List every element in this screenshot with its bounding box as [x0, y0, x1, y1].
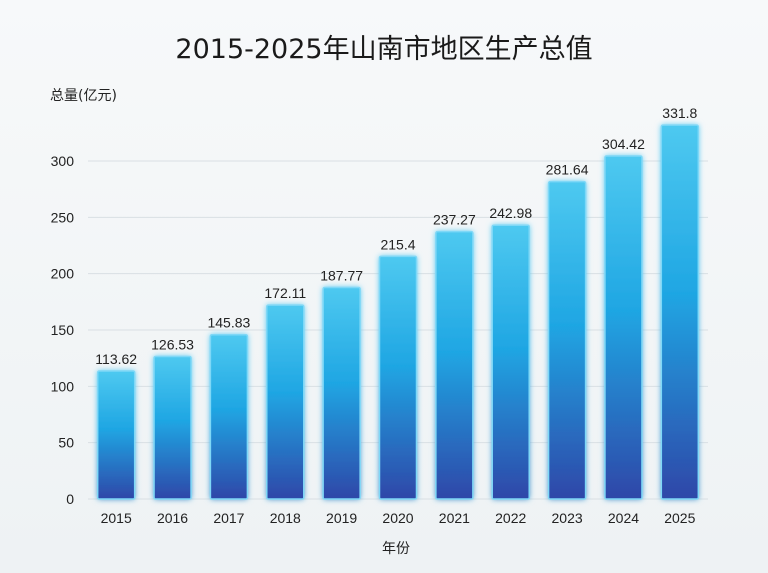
bar-2023 — [547, 180, 587, 500]
x-axis-title: 年份 — [382, 541, 410, 557]
data-label: 145.83 — [207, 315, 250, 331]
data-label: 237.27 — [433, 212, 476, 228]
bar-2025 — [660, 124, 700, 500]
data-label: 281.64 — [546, 162, 589, 178]
y-tick-label: 0 — [66, 491, 74, 507]
y-axis-title: 总量(亿元) — [50, 88, 117, 104]
x-tick-label: 2022 — [495, 510, 526, 526]
data-labels: 113.62 126.53 145.83 172.11 187.77 215.4 237.2… — [95, 105, 697, 367]
x-tick-label: 2018 — [270, 510, 301, 526]
bar-2016 — [153, 355, 192, 500]
y-tick-label: 100 — [51, 378, 75, 394]
data-label: 172.11 — [264, 285, 306, 301]
x-tick-label: 2016 — [157, 510, 188, 526]
bar-2020 — [378, 255, 418, 500]
bars — [96, 124, 700, 500]
bar-2022 — [491, 224, 530, 500]
x-tick-label: 2015 — [101, 510, 132, 526]
y-tick-label: 50 — [58, 435, 74, 451]
bar-2021 — [435, 230, 474, 500]
data-label: 215.4 — [380, 236, 415, 252]
data-label: 126.53 — [151, 336, 194, 352]
x-tick-label: 2019 — [326, 510, 357, 526]
y-tick-label: 250 — [51, 209, 75, 225]
data-label: 331.8 — [662, 105, 697, 121]
x-tick-label: 2025 — [664, 510, 695, 526]
y-axis-ticks: 0 50 100 150 200 250 300 — [51, 153, 75, 507]
chart-title: 2015-2025年山南市地区生产总值 — [175, 34, 592, 65]
x-tick-label: 2024 — [608, 510, 639, 526]
bar-2018 — [266, 304, 305, 500]
x-tick-label: 2021 — [439, 510, 470, 526]
bar-2024 — [604, 155, 643, 500]
data-label: 187.77 — [320, 267, 363, 283]
x-tick-label: 2020 — [382, 510, 413, 526]
data-label: 113.62 — [95, 351, 137, 367]
y-tick-label: 150 — [51, 322, 75, 338]
x-tick-label: 2017 — [213, 510, 244, 526]
data-label: 304.42 — [602, 136, 645, 152]
bar-2019 — [322, 286, 361, 500]
x-tick-label: 2023 — [552, 510, 583, 526]
data-label: 242.98 — [489, 205, 532, 221]
bar-2017 — [209, 333, 249, 500]
y-tick-label: 200 — [51, 266, 75, 282]
y-tick-label: 300 — [51, 153, 75, 169]
x-axis-ticks: 2015 2016 2017 2018 2019 2020 2021 2022 2023 2024… — [101, 510, 696, 526]
bar-2015 — [96, 370, 136, 500]
